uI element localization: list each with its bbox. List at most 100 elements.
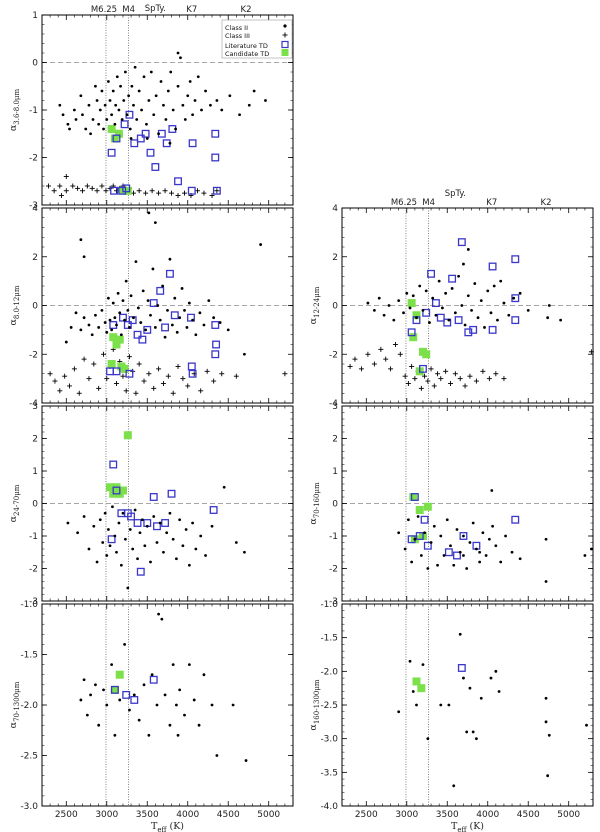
class3-point	[402, 373, 408, 379]
class2-point	[153, 221, 157, 225]
y-tick-label: -3.0	[20, 802, 38, 812]
class3-point	[57, 388, 63, 394]
candidate-td-marker	[110, 685, 119, 694]
x-tick-label: 3500	[136, 810, 159, 820]
class2-point	[439, 703, 443, 707]
y-tick-label: -2	[29, 565, 38, 575]
literature-td-marker	[170, 311, 179, 320]
class2-point	[82, 678, 86, 682]
class2-point	[475, 547, 478, 551]
x-tick-label: 4000	[476, 810, 499, 820]
literature-td-marker	[211, 350, 220, 359]
class2-point	[198, 311, 202, 315]
y-axis-label: α8.0-12μm	[8, 285, 21, 325]
class2-point	[210, 524, 214, 528]
class3-point	[45, 183, 51, 189]
class2-point	[397, 299, 401, 303]
class2-point	[81, 113, 84, 117]
class2-point	[168, 257, 172, 261]
class2-point	[115, 550, 118, 554]
class3-point	[51, 188, 57, 194]
class2-point	[547, 304, 551, 307]
candidate-td-marker	[107, 125, 116, 133]
y-tick-label: -1.0	[320, 600, 338, 610]
candidate-td-marker	[109, 333, 118, 342]
class2-point	[98, 108, 102, 112]
class2-point	[105, 554, 109, 557]
class2-point	[145, 524, 149, 528]
class2-point	[486, 289, 490, 293]
panel-4: 2500 3000 3500 4000 4500 5000 -3.0 -2.5 -2.0 -1.5…	[8, 600, 294, 832]
legend-label-class2: Class II	[225, 24, 248, 32]
literature-td-marker	[149, 675, 158, 684]
candidate-td-marker	[118, 486, 127, 495]
class2-point	[58, 103, 62, 107]
class3-point	[486, 376, 492, 382]
candidate-td-marker	[107, 360, 116, 368]
class2-point	[402, 311, 405, 315]
class2-point	[149, 560, 152, 564]
class2-point	[366, 301, 370, 305]
literature-td-marker	[118, 186, 127, 195]
class2-point	[149, 313, 152, 317]
literature-td-marker	[112, 486, 121, 495]
class3-point	[233, 373, 239, 379]
class2-point	[144, 328, 148, 332]
class3-point	[123, 388, 129, 394]
class2-point	[85, 713, 89, 717]
class2-point	[147, 99, 151, 102]
class2-point	[118, 311, 122, 315]
class3-point	[409, 363, 415, 369]
class2-point	[408, 306, 412, 310]
class3-point	[175, 193, 181, 198]
class3-point	[428, 366, 434, 372]
plot-frame	[341, 603, 594, 807]
class3-point	[501, 376, 507, 382]
literature-td-marker	[138, 335, 147, 344]
class2-point	[423, 531, 426, 535]
class2-point	[97, 723, 101, 727]
literature-td-marker	[141, 129, 150, 138]
literature-td-marker	[488, 325, 497, 334]
class2-point	[220, 108, 224, 112]
class3-point	[383, 356, 389, 362]
class3-point	[57, 183, 63, 189]
class2-point	[465, 730, 469, 734]
class2-point	[103, 321, 107, 324]
class2-point	[436, 563, 439, 567]
y-tick-label: -4.0	[320, 802, 338, 812]
class2-point	[156, 304, 160, 307]
class3-point	[214, 188, 220, 194]
class2-point	[431, 296, 435, 300]
class3-point	[467, 373, 473, 379]
class2-point	[416, 515, 420, 518]
y-tick-label: -2.0	[320, 667, 338, 677]
class2-point	[110, 113, 114, 117]
class2-point	[387, 304, 391, 307]
panel-2: -4 -2 0 2 4 α8.0-12μm	[8, 204, 294, 409]
literature-td-marker	[107, 535, 116, 544]
class2-point	[124, 279, 128, 283]
class2-point	[510, 550, 514, 554]
class2-point	[215, 99, 219, 102]
x-tick-label: 3500	[436, 810, 459, 820]
panel-6: -3 -2 -1 0 1 2 3 α70-160μm	[308, 402, 594, 607]
class3-point	[126, 354, 132, 360]
candidate-td-marker	[409, 493, 418, 501]
class2-point	[152, 113, 156, 117]
class3-point	[156, 366, 162, 372]
class3-point	[52, 378, 58, 384]
class2-point	[191, 318, 195, 322]
class3-point	[194, 188, 200, 194]
class3-point	[175, 363, 181, 369]
class3-point	[162, 188, 168, 194]
class2-point	[176, 733, 180, 737]
y-axis-label: α70-1300μm	[8, 681, 21, 728]
class3-point	[425, 378, 431, 384]
class3-point	[165, 373, 171, 379]
y-tick-label: 0	[32, 500, 38, 510]
class2-point	[194, 547, 198, 551]
class2-point	[162, 103, 165, 107]
class3-point	[182, 190, 188, 196]
literature-td-marker	[106, 367, 114, 376]
